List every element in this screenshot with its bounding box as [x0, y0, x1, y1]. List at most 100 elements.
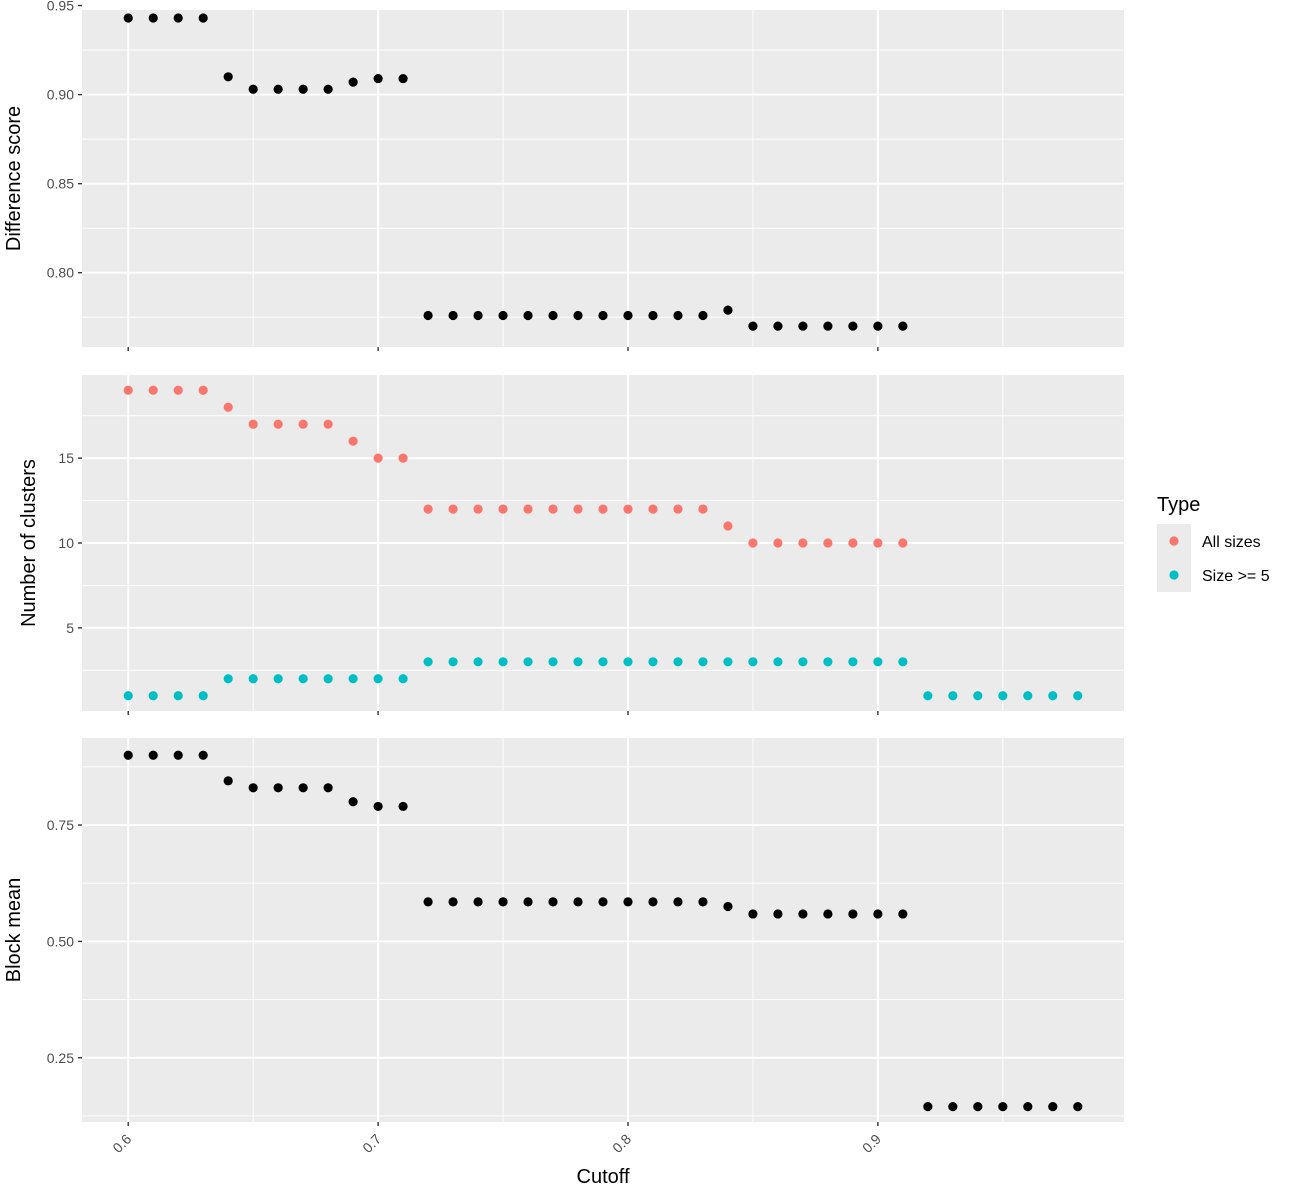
data-point	[323, 783, 333, 793]
data-point	[773, 909, 783, 919]
data-point	[598, 897, 608, 907]
data-point	[523, 897, 533, 907]
y-tick-label: 0.90	[47, 87, 74, 103]
data-point	[623, 504, 633, 514]
legend-key-point	[1169, 536, 1179, 546]
panels-layer: 0.80 0.85 0.90 0.95 Difference score 5 10 15 Num…	[3, 0, 1124, 1156]
data-point	[673, 504, 683, 514]
y-axis-title: Difference score	[3, 106, 25, 251]
data-point	[273, 783, 283, 793]
data-point	[698, 504, 708, 514]
data-point	[548, 504, 558, 514]
y-tick-label: 5	[66, 620, 74, 636]
y-tick-label: 15	[58, 450, 74, 466]
data-point	[248, 783, 258, 793]
data-point	[873, 538, 883, 548]
data-point	[723, 521, 733, 531]
data-point	[223, 402, 233, 412]
data-point	[373, 453, 383, 463]
data-point	[798, 321, 808, 331]
data-point	[423, 504, 433, 514]
data-point	[673, 897, 683, 907]
data-point	[973, 1102, 983, 1112]
data-point	[723, 657, 733, 667]
data-point	[898, 321, 908, 331]
data-point	[423, 657, 433, 667]
legend-item-2: Size >= 5	[1157, 558, 1270, 592]
data-point	[773, 321, 783, 331]
data-point	[248, 674, 258, 684]
data-point	[148, 13, 158, 23]
data-point	[273, 84, 283, 94]
y-tick-label: 10	[58, 535, 74, 551]
data-point	[873, 909, 883, 919]
data-point	[123, 750, 133, 760]
data-point	[673, 657, 683, 667]
data-point	[823, 321, 833, 331]
legend-title: Type	[1157, 494, 1200, 516]
data-point	[423, 897, 433, 907]
data-point	[573, 657, 583, 667]
data-point	[598, 310, 608, 321]
data-point	[998, 691, 1008, 701]
series-all-sizes	[123, 385, 908, 548]
data-point	[173, 750, 183, 760]
data-point	[548, 657, 558, 667]
panel-1: 0.80 0.85 0.90 0.95 Difference score	[3, 0, 1124, 351]
data-point	[1073, 1102, 1083, 1112]
series-size-5	[123, 657, 1083, 701]
data-point	[573, 897, 583, 907]
data-point	[323, 419, 333, 429]
data-point	[398, 453, 408, 463]
data-point	[123, 385, 133, 395]
data-point	[498, 504, 508, 514]
legend-label: Size >= 5	[1202, 568, 1270, 585]
y-tick-label: 0.85	[47, 176, 74, 192]
legend-item-1: All sizes	[1157, 524, 1261, 558]
data-point	[748, 321, 758, 331]
data-point	[698, 897, 708, 907]
data-point	[573, 310, 583, 321]
data-point	[373, 801, 383, 812]
data-point	[973, 691, 983, 701]
data-point	[598, 657, 608, 667]
data-point	[198, 691, 208, 701]
data-point	[923, 691, 933, 701]
data-point	[723, 305, 733, 315]
data-point	[273, 674, 283, 684]
data-point	[298, 674, 308, 684]
data-point	[823, 657, 833, 667]
data-point	[223, 776, 233, 786]
data-point	[273, 419, 283, 429]
data-point	[523, 657, 533, 667]
data-point	[648, 504, 658, 514]
data-point	[1048, 691, 1058, 701]
data-point	[898, 909, 908, 919]
data-point	[673, 310, 683, 321]
data-point	[448, 310, 458, 321]
y-tick-label: 0.75	[47, 817, 74, 833]
data-point	[648, 897, 658, 907]
data-point	[598, 504, 608, 514]
y-axis-title: Block mean	[3, 878, 25, 983]
data-point	[573, 504, 583, 514]
data-point	[398, 73, 408, 84]
y-tick-label: 0.80	[47, 265, 74, 281]
data-point	[498, 657, 508, 667]
series-1	[123, 750, 1083, 1112]
data-point	[223, 674, 233, 684]
data-point	[998, 1102, 1008, 1112]
data-point	[1023, 691, 1033, 701]
data-point	[173, 13, 183, 23]
data-point	[123, 13, 133, 23]
data-point	[498, 310, 508, 321]
data-point	[848, 657, 858, 667]
data-point	[148, 750, 158, 760]
data-point	[848, 321, 858, 331]
data-point	[523, 504, 533, 514]
data-point	[473, 310, 483, 321]
legend-key-point	[1169, 570, 1179, 580]
data-point	[148, 691, 158, 701]
data-point	[548, 310, 558, 321]
